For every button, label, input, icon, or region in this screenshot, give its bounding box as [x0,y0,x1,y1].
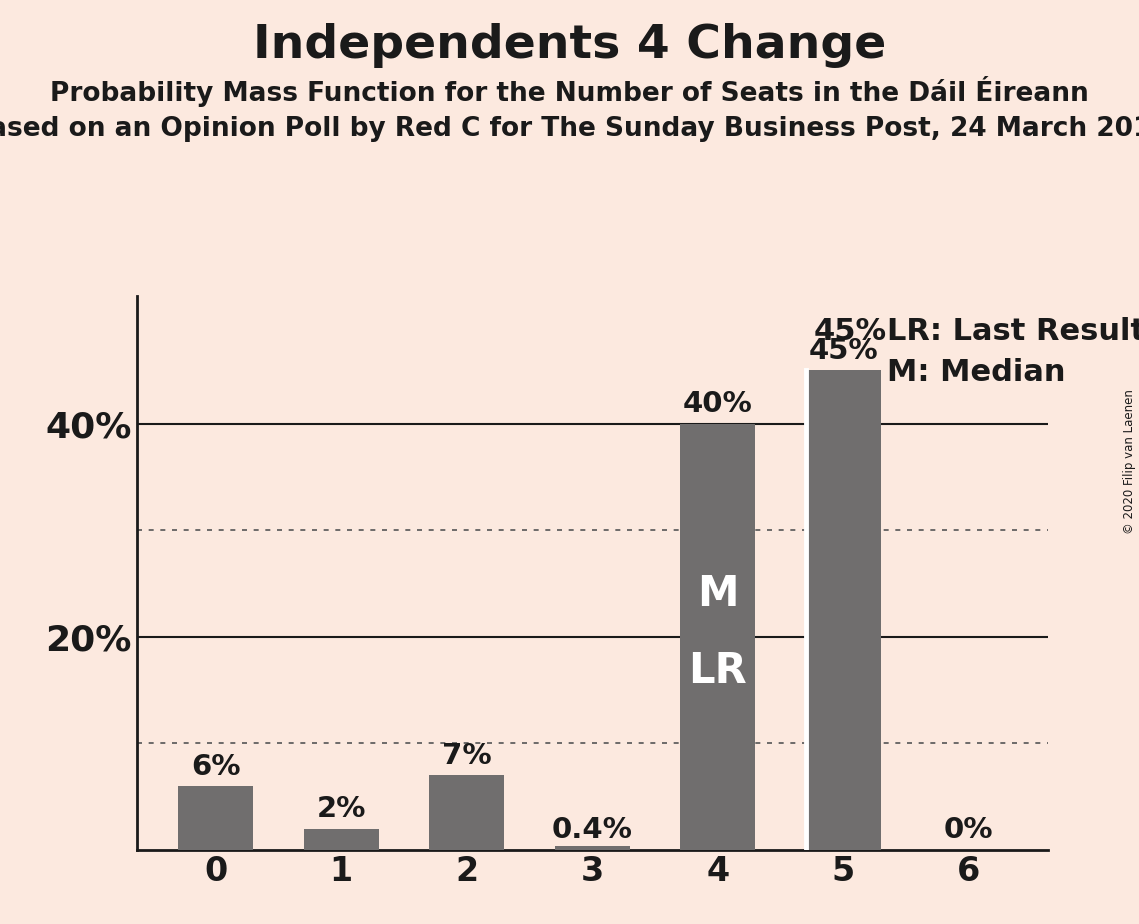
Text: © 2020 Filip van Laenen: © 2020 Filip van Laenen [1123,390,1137,534]
Text: 0.4%: 0.4% [551,816,633,844]
Text: LR: LR [688,650,747,692]
Bar [304,829,379,850]
Text: 45%: 45% [814,317,887,346]
Text: 40%: 40% [683,390,753,419]
Bar [805,371,880,850]
Bar [555,845,630,850]
Text: M: M [697,573,738,615]
Text: Independents 4 Change: Independents 4 Change [253,23,886,68]
Text: 6%: 6% [191,753,240,781]
Text: 45%: 45% [809,337,878,365]
Text: 0%: 0% [944,816,993,844]
Text: 7%: 7% [442,742,492,770]
Bar [429,775,505,850]
Text: Probability Mass Function for the Number of Seats in the Dáil Éireann: Probability Mass Function for the Number… [50,76,1089,107]
Bar [178,786,253,850]
Text: 2%: 2% [317,796,366,823]
Text: M: Median: M: Median [887,358,1066,386]
Bar [680,423,755,850]
Text: Based on an Opinion Poll by Red C for The Sunday Business Post, 24 March 2017: Based on an Opinion Poll by Red C for Th… [0,116,1139,142]
Text: LR: Last Result: LR: Last Result [887,317,1139,346]
